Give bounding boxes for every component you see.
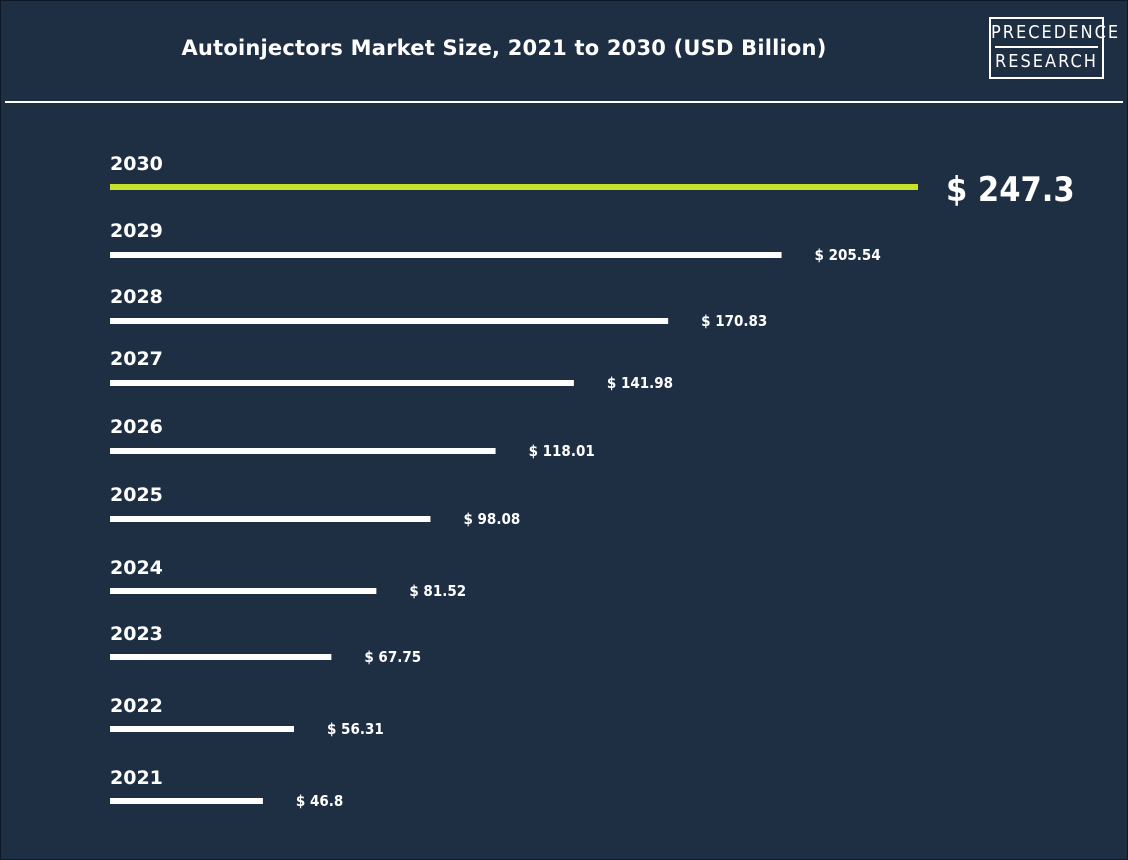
bar-2021 xyxy=(110,798,263,804)
value-label-2029: $ 205.54 xyxy=(815,246,881,264)
chart-title: Autoinjectors Market Size, 2021 to 2030 … xyxy=(181,36,827,60)
bar-2022 xyxy=(110,726,294,732)
year-label-2021: 2021 xyxy=(110,767,163,789)
year-label-2030: 2030 xyxy=(110,153,163,175)
year-label-2028: 2028 xyxy=(110,286,163,308)
value-label-2028: $ 170.83 xyxy=(701,312,767,330)
value-label-2026: $ 118.01 xyxy=(529,442,595,460)
value-label-2023: $ 67.75 xyxy=(364,648,421,666)
value-label-2025: $ 98.08 xyxy=(463,510,520,528)
year-label-2022: 2022 xyxy=(110,695,163,717)
year-label-2026: 2026 xyxy=(110,416,163,438)
year-label-2023: 2023 xyxy=(110,623,163,645)
bar-2023 xyxy=(110,654,332,660)
value-label-2027: $ 141.98 xyxy=(607,374,673,392)
bar-2027 xyxy=(110,380,574,386)
precedence-research-logo: PRECEDENCE RESEARCH xyxy=(989,17,1121,79)
bar-2029 xyxy=(110,252,782,258)
value-label-2022: $ 56.31 xyxy=(327,720,384,738)
bar-2024 xyxy=(110,588,377,594)
bar-2025 xyxy=(110,516,431,522)
year-label-2029: 2029 xyxy=(110,220,163,242)
bar-2028 xyxy=(110,318,669,324)
logo-line-2: RESEARCH xyxy=(995,51,1098,72)
bar-2030 xyxy=(110,184,918,190)
bar-2026 xyxy=(110,448,496,454)
logo-divider xyxy=(995,46,1098,48)
logo-line-1: PRECEDENCE xyxy=(991,22,1121,43)
year-label-2025: 2025 xyxy=(110,484,163,506)
value-label-2021: $ 46.8 xyxy=(296,792,343,810)
title-divider xyxy=(5,101,1123,103)
year-label-2024: 2024 xyxy=(110,557,163,579)
value-label-2030: $ 247.3 xyxy=(946,170,1075,210)
year-label-2027: 2027 xyxy=(110,348,163,370)
value-label-2024: $ 81.52 xyxy=(409,582,466,600)
